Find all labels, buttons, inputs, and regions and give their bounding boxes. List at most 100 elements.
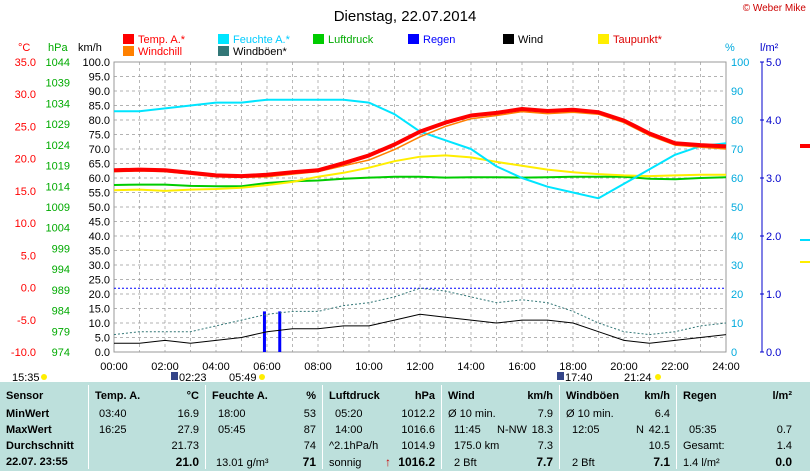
tick-wind: 50.0 (89, 202, 110, 214)
wind-bft: 2 Bft (454, 457, 477, 469)
sunrise-icon (171, 372, 178, 380)
legend-label-dewpoint: Taupunkt* (613, 34, 663, 46)
rain-unit: l/m² (772, 390, 792, 402)
chart-title: Dienstag, 22.07.2014 (334, 8, 477, 25)
tick-wind: 35.0 (89, 246, 110, 258)
hum-min-val: 53 (303, 408, 316, 420)
unit-rain: l/m² (760, 42, 779, 54)
tick-rain: 3.0 (766, 173, 781, 185)
right-edge-partial (800, 144, 810, 263)
tick-press: 984 (52, 306, 70, 318)
legend-label-humidity: Feuchte A.* (233, 34, 291, 46)
press-arrow: ↑ (385, 455, 391, 469)
tick-x: 10:00 (355, 361, 383, 373)
tick-hum: 60 (731, 173, 743, 185)
wind-max-time: 11:45 (454, 424, 481, 436)
legend-label-wind: Wind (518, 34, 543, 46)
moonset-icon (655, 374, 661, 380)
tick-x: 06:00 (253, 361, 281, 373)
tick-wind: 45.0 (89, 217, 110, 229)
tick-hum: 0 (731, 347, 737, 359)
tick-press: 1024 (46, 140, 70, 152)
sun-icon (41, 374, 47, 380)
tick-x: 22:00 (661, 361, 689, 373)
rain-max-time: 05:35 (689, 424, 717, 436)
grid (113, 61, 727, 353)
unit-hum: % (725, 42, 735, 54)
tick-press: 1009 (46, 202, 70, 214)
tick-x: 14:00 (457, 361, 485, 373)
tick-rain: 5.0 (766, 57, 781, 69)
tick-wind: 80.0 (89, 115, 110, 127)
gust-current: 7.1 (653, 455, 670, 469)
tick-wind: 95.0 (89, 72, 110, 84)
tick-temp: 5.0 (21, 250, 36, 262)
wind-avg-val: 7.9 (537, 408, 553, 420)
tick-hum: 10 (731, 318, 743, 330)
temp-max-val: 27.9 (177, 424, 199, 436)
legend-swatch-pressure (313, 34, 324, 44)
tick-temp: 0.0 (21, 283, 36, 295)
tick-wind: 100.0 (82, 57, 110, 69)
wind-distance-val: 7.3 (537, 440, 553, 452)
legend-swatch-gusts (218, 46, 229, 56)
legend-swatch-humidity (218, 34, 229, 44)
tick-hum: 50 (731, 202, 743, 214)
press-min-time: 05:20 (335, 408, 363, 420)
temp-avg: 21.73 (171, 440, 199, 452)
tick-temp: 20.0 (15, 154, 36, 166)
tick-wind: 20.0 (89, 289, 110, 301)
unit-temp: °C (18, 42, 30, 54)
temp-min-time: 03:40 (99, 408, 127, 420)
tick-press: 1019 (46, 161, 70, 173)
press-unit: hPa (414, 390, 435, 402)
row-labels: Sensor MinWert MaxWert Durchschnitt 22.0… (0, 382, 88, 471)
rain-current-label: 1.4 l/m² (683, 457, 720, 469)
rain-bar (262, 311, 266, 352)
tick-wind: 90.0 (89, 86, 110, 98)
rain-head: Regen (683, 390, 717, 402)
gust-avg-val: 6.4 (654, 408, 670, 420)
tick-rain: 4.0 (766, 115, 781, 127)
tick-x: 20:00 (610, 361, 638, 373)
gust-avg2: 10.5 (648, 440, 670, 452)
series-taupunkt (113, 154, 726, 192)
row-current: 22.07. 23:55 (6, 456, 68, 468)
tick-temp: 35.0 (15, 57, 36, 69)
press-current: 1016.2 (398, 455, 435, 469)
tick-wind: 30.0 (89, 260, 110, 272)
gust-unit: km/h (644, 390, 670, 402)
time-sun3: 17:40 (565, 372, 593, 382)
time-sun2: 05:49 (229, 372, 257, 382)
tick-temp: 30.0 (15, 89, 36, 101)
tick-press: 999 (52, 243, 70, 255)
moon-icon (259, 374, 265, 380)
axis-ticks: 100.095.090.085.080.075.070.065.060.055.… (11, 57, 781, 373)
temp-head: Temp. A. (95, 390, 141, 402)
hum-head: Feuchte A. (212, 390, 268, 402)
tick-hum: 70 (731, 144, 743, 156)
tick-press: 994 (52, 264, 70, 276)
press-trend-label: ^2.1hPa/h (329, 440, 379, 452)
tick-wind: 70.0 (89, 144, 110, 156)
gust-max-time: 12:05 (572, 424, 600, 436)
gust-avg-label: Ø 10 min. (566, 408, 614, 420)
row-avg: Durchschnitt (6, 440, 74, 452)
tick-wind: 10.0 (89, 318, 110, 330)
tick-x: 12:00 (406, 361, 434, 373)
tick-press: 1044 (46, 57, 70, 69)
hum-max-val: 87 (303, 424, 316, 436)
legend-label-pressure: Luftdruck (328, 34, 374, 46)
tick-press: 974 (52, 347, 70, 359)
copyright: © Weber Mike (743, 3, 807, 14)
temp-unit: °C (186, 390, 199, 402)
legend-swatch-rain (408, 34, 419, 44)
gust-bft: 2 Bft (572, 457, 595, 469)
row-min: MinWert (6, 408, 50, 420)
tick-wind: 0.0 (95, 347, 110, 359)
tick-x: 24:00 (712, 361, 740, 373)
tick-hum: 100 (731, 57, 749, 69)
tick-wind: 65.0 (89, 159, 110, 171)
hum-avg: 74 (303, 440, 316, 452)
tick-wind: 40.0 (89, 231, 110, 243)
